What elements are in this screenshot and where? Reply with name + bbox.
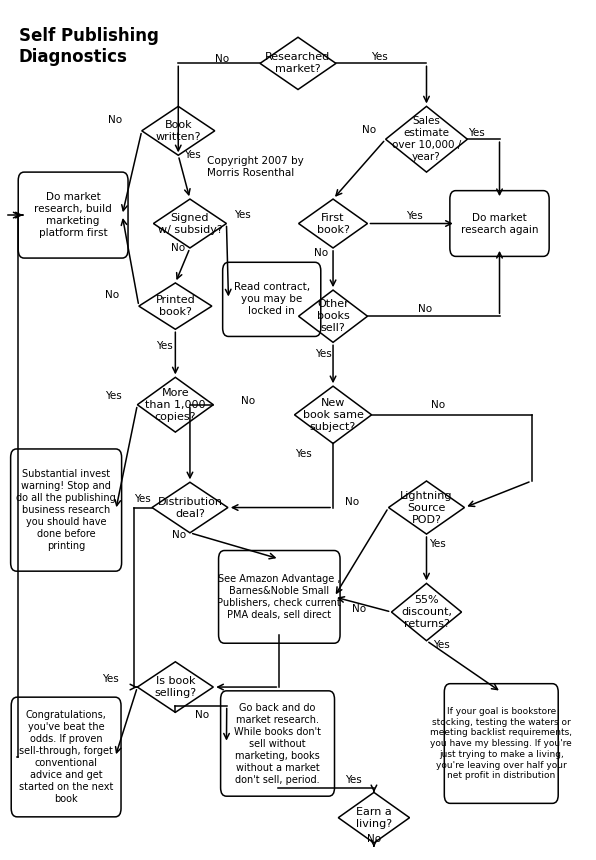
- Text: Yes: Yes: [234, 210, 251, 220]
- Text: No: No: [362, 125, 376, 135]
- Text: New
book same
subject?: New book same subject?: [303, 398, 364, 432]
- Text: Do market
research, build
marketing
platform first: Do market research, build marketing plat…: [34, 192, 112, 238]
- Text: Yes: Yes: [371, 52, 388, 63]
- Text: No: No: [194, 710, 209, 720]
- Text: Sales
estimate
over 10,000 /
year?: Sales estimate over 10,000 / year?: [392, 116, 461, 163]
- Text: Other
books
sell?: Other books sell?: [316, 299, 349, 333]
- Text: No: No: [418, 304, 432, 315]
- Text: Is book
selling?: Is book selling?: [154, 676, 197, 698]
- Text: Yes: Yes: [406, 211, 423, 221]
- Text: First
book?: First book?: [316, 212, 349, 235]
- Text: Lightning
Source
POD?: Lightning Source POD?: [401, 490, 453, 525]
- Text: Printed
book?: Printed book?: [156, 295, 195, 317]
- Text: No: No: [345, 496, 359, 507]
- Text: No: No: [171, 243, 185, 253]
- Text: See Amazon Advantage ,
Barnes&Noble Small
Publishers, check current
PMA deals, s: See Amazon Advantage , Barnes&Noble Smal…: [218, 574, 341, 620]
- Text: Self Publishing
Diagnostics: Self Publishing Diagnostics: [19, 28, 159, 66]
- Text: Signed
w/ subsidy?: Signed w/ subsidy?: [157, 212, 222, 235]
- Text: 55%
discount,
returns?: 55% discount, returns?: [401, 595, 452, 629]
- Text: No: No: [215, 54, 229, 64]
- Text: Yes: Yes: [296, 449, 312, 458]
- Text: Read contract,
you may be
locked in: Read contract, you may be locked in: [234, 282, 310, 316]
- Text: Yes: Yes: [105, 391, 122, 402]
- Text: No: No: [352, 604, 367, 614]
- Text: Copyright 2007 by
Morris Rosenthal: Copyright 2007 by Morris Rosenthal: [207, 157, 304, 178]
- Text: Congratulations,
you've beat the
odds. If proven
sell-through, forget
convention: Congratulations, you've beat the odds. I…: [19, 710, 113, 804]
- Text: No: No: [314, 248, 328, 258]
- Text: No: No: [431, 400, 445, 409]
- Text: Yes: Yes: [134, 494, 150, 504]
- Text: Book
written?: Book written?: [156, 120, 201, 142]
- Text: No: No: [172, 531, 187, 540]
- Text: Yes: Yes: [433, 640, 449, 650]
- Text: Yes: Yes: [185, 150, 201, 160]
- Text: Yes: Yes: [345, 775, 362, 785]
- Text: Researched
market?: Researched market?: [265, 52, 331, 74]
- Text: Do market
research again: Do market research again: [461, 212, 538, 235]
- Text: Substantial invest
warning! Stop and
do all the publishing
business research
you: Substantial invest warning! Stop and do …: [16, 469, 116, 551]
- Text: Yes: Yes: [468, 128, 485, 138]
- Text: No: No: [241, 396, 256, 406]
- Text: Go back and do
market research.
While books don't
sell without
marketing, books
: Go back and do market research. While bo…: [234, 703, 321, 784]
- Text: Yes: Yes: [157, 341, 173, 351]
- Text: Yes: Yes: [315, 349, 331, 359]
- Text: No: No: [367, 833, 381, 844]
- Text: No: No: [107, 115, 122, 125]
- Text: Distribution
deal?: Distribution deal?: [157, 496, 222, 519]
- Text: Yes: Yes: [429, 538, 445, 549]
- Text: Earn a
living?: Earn a living?: [356, 807, 392, 829]
- Text: If your goal is bookstore
stocking, testing the waters or
meeting backlist requi: If your goal is bookstore stocking, test…: [430, 707, 572, 780]
- Text: No: No: [105, 290, 119, 300]
- Text: Yes: Yes: [102, 673, 119, 684]
- Text: More
than 1,000
copies?: More than 1,000 copies?: [145, 388, 206, 421]
